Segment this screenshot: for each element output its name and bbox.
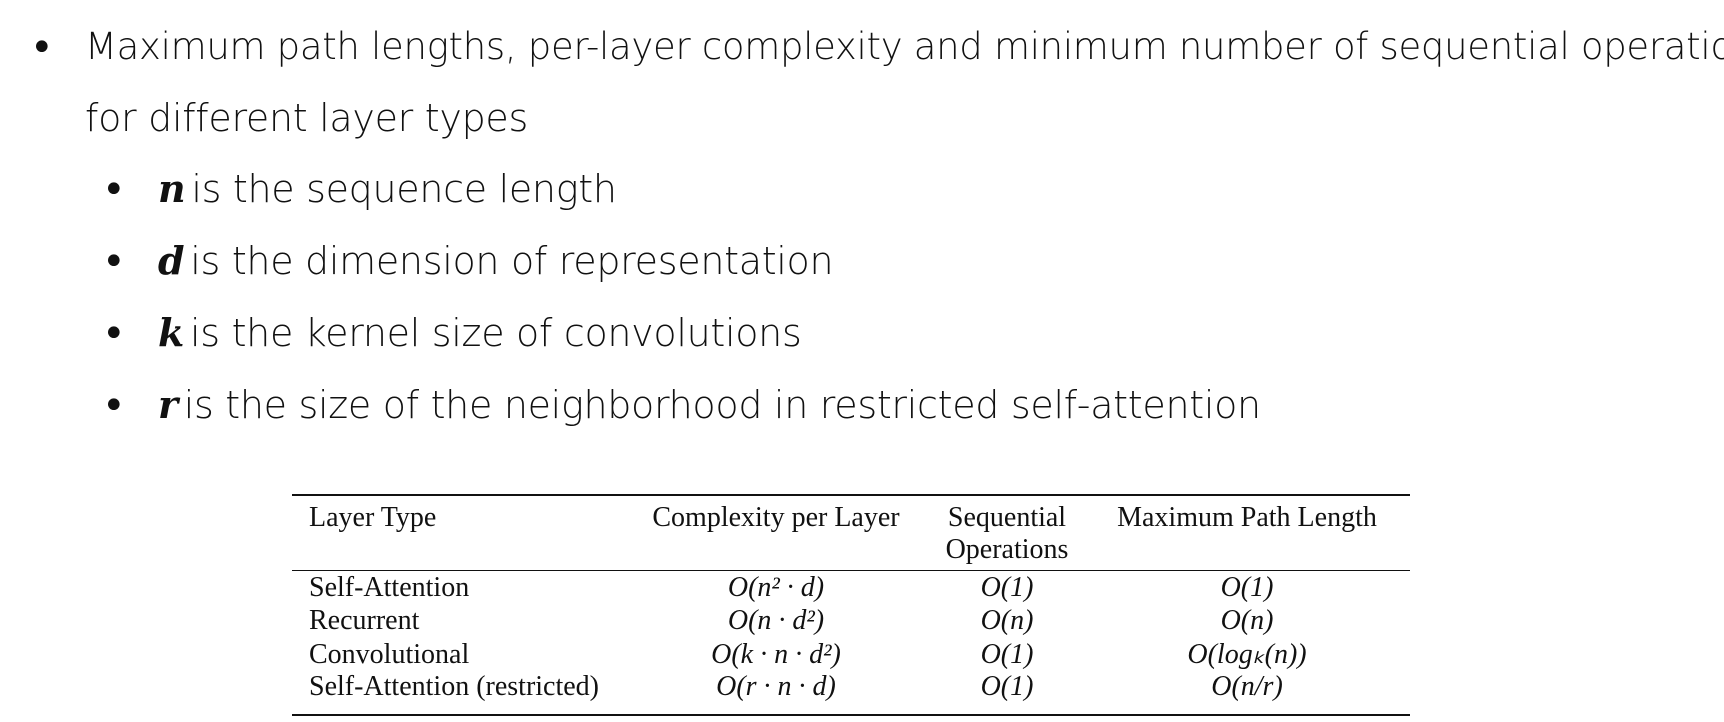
row-sequential: O(n) [980,605,1034,636]
row-sequential: O(1) [980,671,1034,702]
row-layer: Recurrent [309,605,420,636]
sub-bullet-dot: • [102,239,126,285]
complexity-table: Layer Type Complexity per Layer Sequenti… [292,494,1410,716]
sub-bullet-d: d is the dimension of representation [158,238,834,284]
main-bullet-line1: Maximum path lengths, per-layer complexi… [85,25,1724,68]
table-header-rule [292,570,1410,571]
bullet-dot: • [30,25,54,71]
header-path-length: Maximum Path Length [1117,502,1377,533]
main-bullet-line2: for different layer types [85,96,528,140]
sub-bullet-dot: • [102,167,126,213]
var-k: k [158,310,185,355]
sub-bullet-r: r is the size of the neighborhood in rest… [158,382,1261,428]
row-path: O(n) [1220,605,1274,636]
sub-bullet-dot: • [102,311,126,357]
row-layer: Self-Attention [309,572,470,603]
sub-bullet-text: is the sequence length [191,167,617,211]
sub-bullet-k: k is the kernel size of convolutions [158,310,802,356]
sub-bullet-text: is the kernel size of convolutions [190,311,802,355]
header-sequential-2: Operations [945,534,1069,565]
row-sequential: O(1) [980,572,1034,603]
row-path: O(n/r) [1211,671,1283,702]
sub-bullet-n: n is the sequence length [158,166,617,212]
row-path: O(1) [1220,572,1274,603]
table-bottom-rule [292,714,1410,716]
row-sequential: O(1) [980,639,1034,670]
row-layer: Convolutional [309,639,470,670]
header-sequential-1: Sequential [947,502,1067,533]
var-d: d [158,238,185,283]
var-r: r [158,382,178,427]
row-complexity: O(n · d²) [727,605,825,636]
row-complexity: O(n² · d) [727,572,825,603]
row-complexity: O(r · n · d) [716,671,836,702]
sub-bullet-text: is the size of the neighborhood in restr… [183,383,1261,427]
header-layer-type: Layer Type [309,502,437,533]
header-complexity: Complexity per Layer [652,502,900,533]
row-complexity: O(k · n · d²) [711,639,841,670]
table-top-rule [292,494,1410,496]
sub-bullet-text: is the dimension of representation [190,239,834,283]
sub-bullet-dot: • [102,383,126,429]
var-n: n [158,166,186,211]
row-path: O(logₖ(n)) [1187,639,1307,670]
row-layer: Self-Attention (restricted) [309,671,600,702]
